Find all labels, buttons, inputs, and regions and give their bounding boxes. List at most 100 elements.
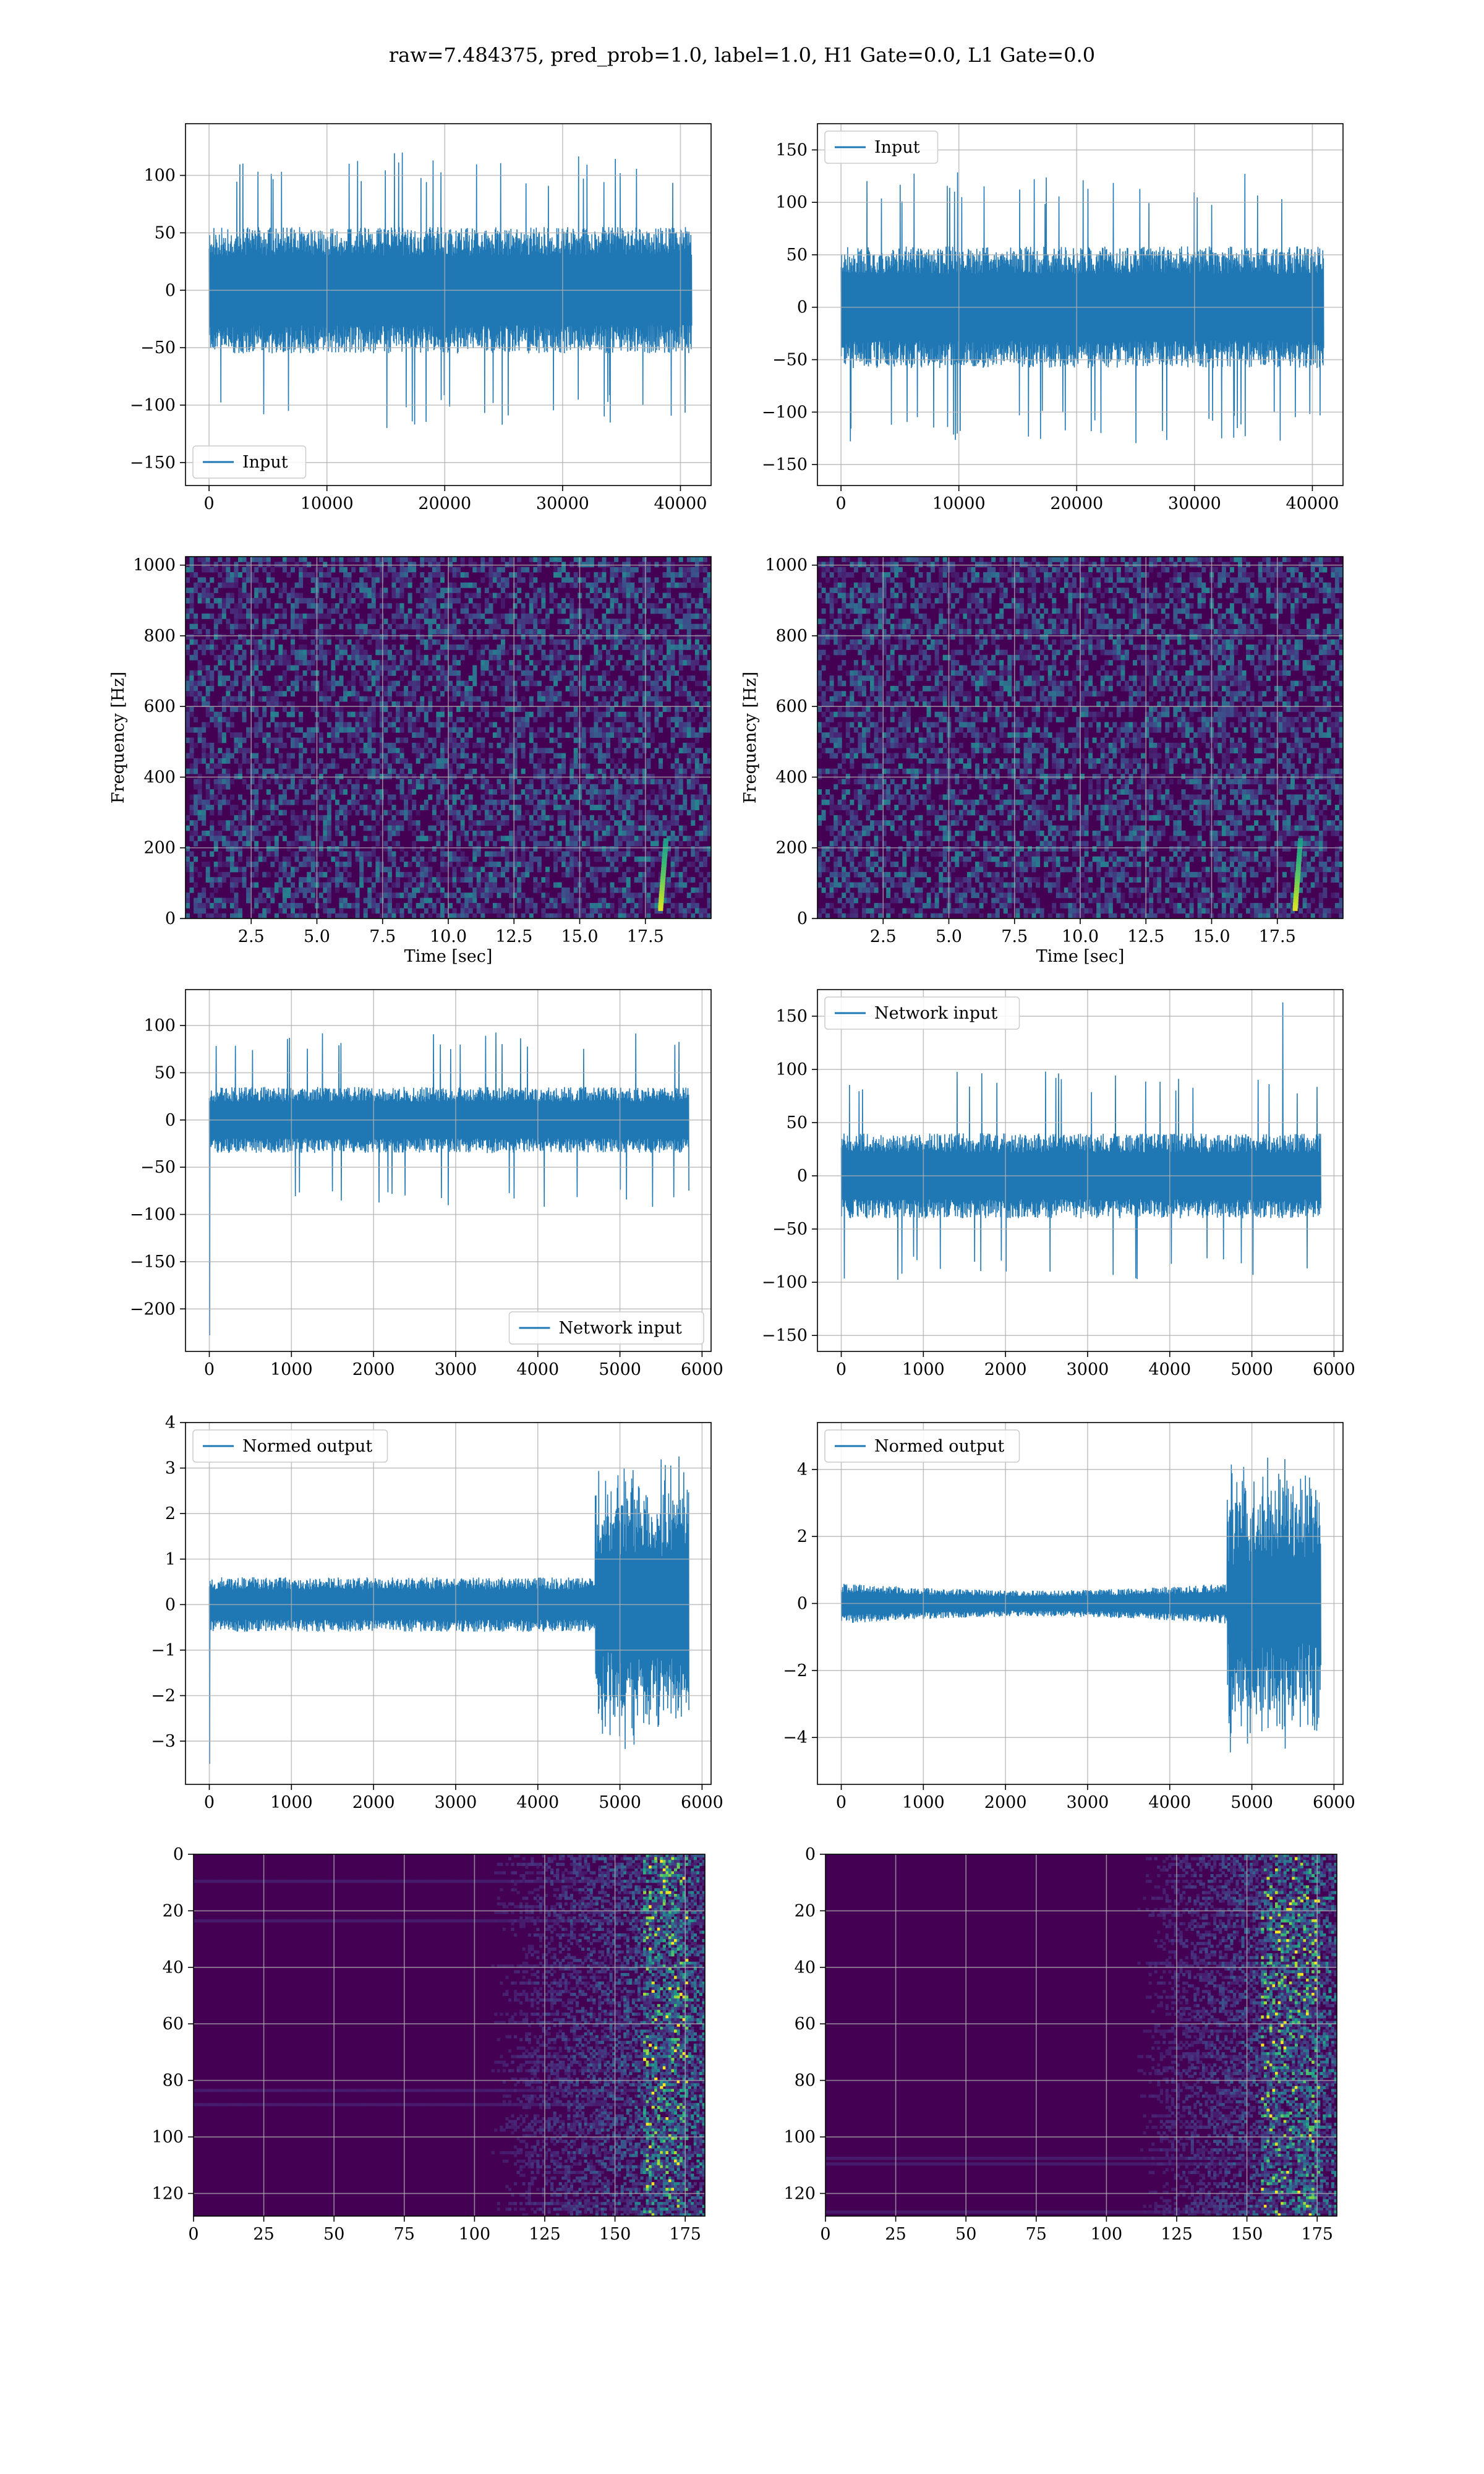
axes-frame: [193, 1854, 706, 2217]
x-tick-label: 150: [599, 2225, 631, 2244]
legend-entry: Network input: [559, 1319, 682, 1338]
legend-entry: Input: [242, 453, 288, 472]
plot-area: [208, 152, 693, 428]
figure-suptitle: raw=7.484375, pred_prob=1.0, label=1.0, …: [389, 43, 1095, 67]
y-tick-label: −100: [130, 1205, 176, 1225]
legend-entry: Normed output: [874, 1437, 1004, 1456]
y-tick-label: −150: [130, 453, 176, 473]
y-tick-label: 200: [143, 839, 176, 858]
y-tick-label: 120: [151, 2184, 184, 2203]
y-tick-label: 4: [797, 1460, 808, 1479]
legend: Normed output: [192, 1429, 388, 1463]
y-tick-label: −100: [762, 403, 808, 422]
y-tick-label: 600: [143, 697, 176, 716]
y-tick-label: 400: [143, 768, 176, 787]
x-axis-label: Time [sec]: [404, 947, 493, 966]
x-tick-label: 17.5: [1259, 927, 1296, 946]
x-tick-label: 10.0: [1062, 927, 1099, 946]
x-tick-label: 1000: [270, 1360, 313, 1379]
y-tick-label: 0: [165, 909, 176, 928]
y-tick-label: 80: [163, 2071, 184, 2091]
series-line: [840, 1002, 1321, 1280]
y-tick-label: 600: [775, 697, 808, 716]
x-tick-label: 175: [669, 2225, 701, 2244]
tick-labels: 2.5 5.0 7.5 10.0 12.5 15.0 17.5 0 200 400 600 800 10…: [765, 556, 1296, 946]
legend-box: [192, 1429, 388, 1463]
y-tick-label: 50: [155, 1063, 176, 1082]
x-tick-label: 0: [204, 1793, 215, 1812]
x-tick-label: 10000: [301, 494, 354, 513]
series-line: [208, 1456, 689, 1764]
y-tick-label: −4: [783, 1728, 808, 1747]
y-tick-label: 2: [165, 1504, 176, 1523]
y-tick-label: 40: [795, 1958, 816, 1977]
legend: Normed output: [824, 1429, 1020, 1463]
y-tick-label: 60: [795, 2014, 816, 2034]
y-tick-label: 0: [797, 1594, 808, 1614]
y-tick-label: −50: [140, 1158, 176, 1177]
axes-frame: [185, 1422, 712, 1785]
tick-labels: 0 10000 20000 30000 40000 −150 −100 −50 0 50 100 15…: [762, 140, 1339, 513]
tick-labels: 0 1000 2000 3000 4000 5000 6000 −3 −2 −1 0 1 2 3 4: [151, 1413, 723, 1812]
x-tick-label: 50: [323, 2225, 344, 2244]
y-tick-label: −2: [783, 1661, 808, 1680]
y-tick-label: 60: [163, 2014, 184, 2034]
x-tick-label: 150: [1231, 2225, 1263, 2244]
x-tick-label: 5000: [1230, 1793, 1273, 1812]
series-line: [208, 1032, 689, 1336]
y-tick-label: 800: [775, 627, 808, 646]
x-tick-label: 0: [836, 494, 846, 513]
x-tick-label: 40000: [1286, 494, 1339, 513]
axes-frame: [185, 123, 712, 486]
y-axis-label: Frequency [Hz]: [109, 672, 128, 803]
y-tick-label: 100: [143, 1016, 176, 1035]
legend: Input: [192, 445, 307, 479]
x-axis-label: Time [sec]: [1036, 947, 1125, 966]
x-tick-label: 5000: [599, 1793, 641, 1812]
x-tick-label: 100: [459, 2225, 491, 2244]
x-tick-label: 3000: [435, 1360, 477, 1379]
y-tick-label: 3: [165, 1459, 176, 1478]
x-tick-label: 17.5: [627, 927, 664, 946]
y-tick-label: 200: [775, 839, 808, 858]
legend-entry: Normed output: [242, 1437, 372, 1456]
subplot-r4r: 0 1000 2000 3000 4000 5000 6000 −4 −2 0 2 4 Normed o…: [783, 1422, 1355, 1812]
x-tick-label: 12.5: [495, 927, 532, 946]
y-tick-label: 2: [797, 1527, 808, 1546]
grid: [817, 990, 1343, 1351]
legend-entry: Network input: [874, 1004, 997, 1023]
y-tick-label: 0: [165, 281, 176, 300]
x-tick-label: 6000: [681, 1360, 723, 1379]
x-tick-label: 30000: [1168, 494, 1221, 513]
x-tick-label: 75: [1026, 2225, 1047, 2244]
x-tick-label: 2000: [984, 1793, 1027, 1812]
y-tick-label: 0: [797, 1166, 808, 1186]
y-tick-label: −50: [772, 351, 808, 370]
y-tick-label: 800: [143, 627, 176, 646]
y-tick-label: 400: [775, 768, 808, 787]
x-tick-label: 1000: [902, 1793, 945, 1812]
x-tick-label: 2000: [352, 1360, 395, 1379]
x-tick-label: 5.0: [304, 927, 330, 946]
subplot-r1l: 0 10000 20000 30000 40000 −150 −100 −50 0 50 100 In…: [130, 123, 712, 513]
grid: [186, 124, 711, 486]
plot-area: [840, 1002, 1321, 1280]
x-tick-label: 6000: [681, 1793, 723, 1812]
y-tick-label: 100: [775, 1060, 808, 1079]
x-tick-label: 12.5: [1127, 927, 1164, 946]
x-tick-label: 15.0: [1193, 927, 1230, 946]
y-tick-label: 100: [783, 2128, 816, 2147]
tick-labels: 0 1000 2000 3000 4000 5000 6000−200−150−100−50…: [130, 1016, 723, 1379]
y-tick-label: 0: [805, 1845, 816, 1864]
y-tick-label: 50: [787, 1113, 808, 1132]
y-tick-label: −200: [130, 1299, 176, 1319]
x-tick-label: 0: [836, 1360, 846, 1379]
x-tick-label: 7.5: [1001, 927, 1028, 946]
legend-box: [192, 445, 307, 479]
tick-labels: 0 10000 20000 30000 40000 −150 −100 −50 0 50 100: [130, 166, 707, 513]
x-tick-label: 1000: [270, 1793, 313, 1812]
x-tick-label: 100: [1091, 2225, 1123, 2244]
heatmap-cells: [194, 1854, 705, 2216]
plot-area: [840, 1457, 1321, 1753]
x-tick-label: 5000: [1230, 1360, 1273, 1379]
